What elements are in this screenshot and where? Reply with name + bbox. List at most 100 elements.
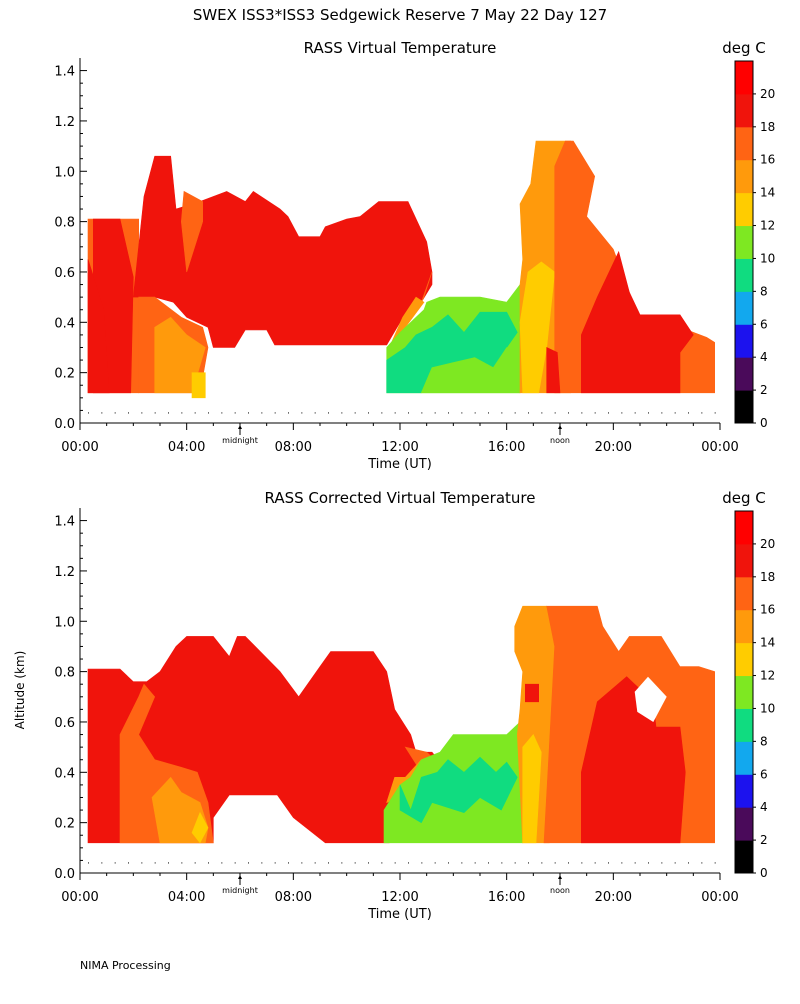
sample-dot [474, 862, 476, 864]
sample-dot [221, 412, 223, 414]
sample-dot [434, 412, 436, 414]
x-tick-label: 04:00 [168, 440, 205, 455]
sample-dot [648, 412, 649, 414]
sample-dot [368, 412, 369, 414]
sample-dot [301, 862, 303, 864]
sample-dot [314, 862, 316, 864]
sample-dot [381, 412, 383, 414]
colorbar-swatch [735, 324, 753, 358]
sample-dot [354, 862, 356, 864]
sample-dot [154, 412, 156, 414]
sample-dot [554, 412, 556, 414]
y-tick-label: 1.0 [54, 615, 75, 630]
panel-2-colorbar-unit: deg C [722, 489, 766, 507]
sample-dot [194, 862, 196, 864]
temperature-region-12c [191, 811, 209, 844]
colorbar-tick-label: 14 [760, 186, 775, 200]
colorbar-frame [734, 60, 754, 424]
colorbar-tick-label: 20 [760, 537, 775, 551]
sample-dot [461, 412, 463, 414]
y-tick-label: 0.8 [54, 216, 75, 231]
sample-dot [261, 412, 263, 414]
sample-dot [514, 412, 516, 414]
sample-dot [674, 412, 676, 414]
colorbar-swatch [735, 511, 753, 545]
sample-dot [621, 862, 623, 864]
sample-dot [128, 862, 129, 864]
sample-dot [274, 862, 276, 864]
panel-1-colorbar-unit: deg C [722, 39, 766, 57]
temperature-region-16c [180, 190, 203, 273]
sample-dot [234, 412, 236, 414]
sample-dot [221, 862, 223, 864]
colorbar-tick-label: 0 [760, 866, 768, 880]
midnight-marker-label: midnight [222, 886, 258, 895]
colorbar-swatch [735, 543, 753, 578]
sample-dot [488, 412, 489, 414]
sample-dot [408, 862, 409, 864]
colorbar-tick-label: 8 [760, 734, 768, 748]
colorbar-swatch [735, 642, 753, 677]
sample-dot [328, 412, 329, 414]
sample-dot [688, 862, 689, 864]
sample-dot [608, 862, 609, 864]
y-tick-label: 1.4 [54, 65, 75, 80]
x-tick-label: 00:00 [61, 440, 98, 455]
y-tick-label: 0.8 [54, 666, 75, 681]
colorbar-swatch [735, 390, 753, 424]
colorbar-tick-label: 16 [760, 153, 775, 167]
sample-dot [594, 862, 596, 864]
sample-dot [381, 862, 383, 864]
x-tick-label: 12:00 [381, 440, 418, 455]
midnight-marker-arrow [238, 425, 242, 429]
sample-dot [181, 412, 183, 414]
x-tick-label: 00:00 [701, 440, 738, 455]
sample-dot [88, 412, 89, 414]
sample-dot [688, 412, 689, 414]
sample-dot [234, 862, 236, 864]
sample-dot [394, 412, 396, 414]
colorbar-swatch [735, 93, 753, 128]
noon-marker-arrow [558, 425, 562, 429]
colorbar-tick-label: 14 [760, 636, 775, 650]
sample-dot [661, 862, 663, 864]
sample-dot [488, 862, 489, 864]
sample-dot [581, 862, 583, 864]
sample-dot [541, 862, 543, 864]
sample-dot [314, 412, 316, 414]
colorbar-swatch [735, 675, 753, 709]
sample-dot [541, 412, 543, 414]
colorbar-swatch [735, 225, 753, 259]
x-tick-label: 08:00 [275, 890, 312, 905]
sample-dot [354, 412, 356, 414]
midnight-marker-label: midnight [222, 436, 258, 445]
sample-dot [154, 862, 156, 864]
sample-dot [394, 862, 396, 864]
sample-dot [674, 862, 676, 864]
panel-1-title: RASS Virtual Temperature [304, 39, 497, 57]
midnight-marker-arrow [238, 875, 242, 879]
sample-dot [248, 862, 249, 864]
sample-dot [274, 412, 276, 414]
sample-dot [421, 412, 423, 414]
sample-dot [621, 412, 623, 414]
sample-dot [88, 862, 89, 864]
colorbar-tick-label: 6 [760, 317, 768, 331]
y-tick-label: 0.2 [54, 817, 75, 832]
sample-dot [101, 862, 103, 864]
y-tick-label: 1.2 [54, 565, 75, 580]
temperature-region-12c [519, 261, 556, 394]
sample-dot [408, 412, 409, 414]
sample-dot [194, 412, 196, 414]
sample-dot [501, 862, 503, 864]
sample-dot [568, 412, 569, 414]
y-tick-label: 0.6 [54, 716, 75, 731]
colorbar-tick-label: 4 [760, 350, 768, 364]
sample-dot [288, 862, 289, 864]
colorbar-tick-label: 10 [760, 251, 775, 265]
temperature-region-14c [151, 776, 209, 844]
temperature-region-12c [522, 734, 542, 844]
sample-dot [661, 412, 663, 414]
colorbar-tick-label: 18 [760, 120, 775, 134]
